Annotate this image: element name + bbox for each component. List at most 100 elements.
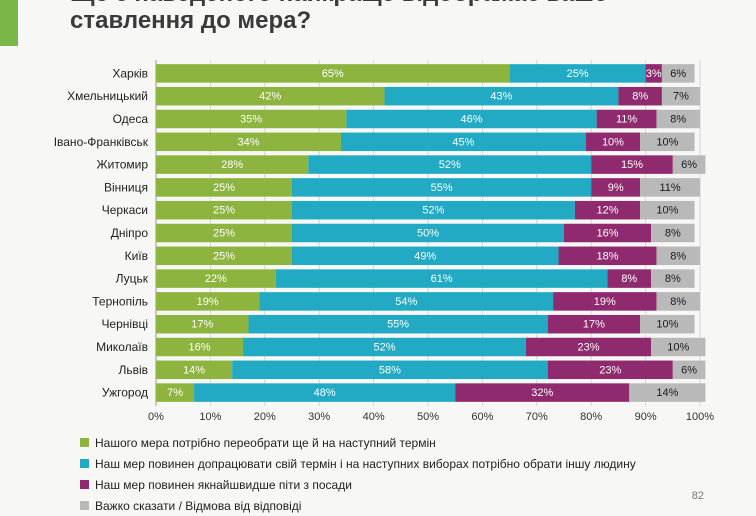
bar-segment <box>232 360 548 380</box>
legend-label: Наш мер повинен якнайшвидше піти з посад… <box>95 477 352 492</box>
data-label: 54% <box>395 296 417 308</box>
bar-segment <box>156 200 292 220</box>
category-label: Івано-Франківськ <box>54 135 149 149</box>
bar-segment <box>384 86 619 106</box>
x-tick-label: 80% <box>580 411 602 423</box>
data-label: 7% <box>167 387 183 399</box>
category-label: Львів <box>118 363 148 377</box>
bar-segment <box>607 269 652 288</box>
bar-segment <box>156 383 195 402</box>
category-label: Ужгород <box>102 386 148 400</box>
data-label: 10% <box>656 205 678 217</box>
bar-segment <box>645 64 662 83</box>
data-label: 52% <box>439 159 461 171</box>
bar-segment <box>558 246 657 266</box>
data-label: 10% <box>656 136 678 148</box>
bar-segment <box>629 383 706 402</box>
data-label: 10% <box>602 136 624 148</box>
data-label: 7% <box>673 91 689 103</box>
legend-swatch <box>80 438 89 447</box>
data-label: 6% <box>681 364 697 376</box>
data-label: 8% <box>621 273 637 285</box>
data-label: 25% <box>213 205 235 217</box>
bar-segment <box>591 155 673 174</box>
bar-segment <box>618 86 662 106</box>
data-label: 17% <box>191 319 213 331</box>
legend-swatch <box>80 459 89 468</box>
data-label: 8% <box>665 273 681 285</box>
chart-category-labels: Харків Хмельницький Одеса Івано-Франківськ Ж… <box>54 66 149 399</box>
data-label: 61% <box>431 273 453 285</box>
bar-segment <box>156 132 341 152</box>
x-tick-label: 100% <box>686 411 714 423</box>
data-label: 42% <box>259 91 281 103</box>
bar-segment <box>585 132 641 152</box>
data-label: 6% <box>681 159 697 171</box>
bar-segment <box>156 223 292 243</box>
data-label: 3% <box>646 68 662 80</box>
data-label: 8% <box>670 296 686 308</box>
data-label: 8% <box>670 114 686 126</box>
legend-item: Наш мер повинен допрацювати свій термін … <box>80 453 740 474</box>
chart-legend: Нашого мера потрібно переобрати ще й на … <box>80 432 740 516</box>
data-label: 8% <box>670 250 686 262</box>
category-label: Харків <box>112 66 148 80</box>
category-label: Чернівці <box>101 317 148 331</box>
bar-segment <box>340 132 586 152</box>
data-label: 65% <box>322 68 344 80</box>
x-tick-label: 50% <box>417 411 439 423</box>
data-label: 17% <box>583 319 605 331</box>
legend-swatch <box>80 480 89 489</box>
data-label: 22% <box>205 273 227 285</box>
bar-segment <box>596 109 657 129</box>
bar-segment <box>275 269 608 288</box>
chart-bars: 65% 25% 3% 6% 42% 43% 8% 7% 35% 46% 11% 8% 34% 45% 10%… <box>156 64 706 402</box>
data-label: 8% <box>665 228 681 240</box>
x-tick-label: 30% <box>308 411 330 423</box>
data-label: 48% <box>314 387 336 399</box>
category-label: Хмельницький <box>67 89 148 103</box>
data-label: 34% <box>237 136 259 148</box>
x-tick-label: 70% <box>526 411 548 423</box>
category-label: Дніпро <box>111 226 149 240</box>
legend-label: Важко сказати / Відмова від відповіді <box>95 498 302 513</box>
category-label: Вінниця <box>104 180 148 194</box>
legend-label: Наш мер повинен допрацювати свій термін … <box>95 456 636 471</box>
data-label: 49% <box>414 250 436 262</box>
data-label: 14% <box>183 364 205 376</box>
bar-segment <box>156 337 244 357</box>
data-label: 12% <box>597 205 619 217</box>
data-label: 46% <box>461 114 483 126</box>
data-label: 50% <box>417 228 439 240</box>
data-label: 55% <box>387 319 409 331</box>
stacked-bar-chart: 65% 25% 3% 6% 42% 43% 8% 7% 35% 46% 11% 8% 34% 45% 10%… <box>54 60 714 423</box>
data-label: 25% <box>213 250 235 262</box>
data-label: 9% <box>608 182 624 194</box>
category-label: Миколаїв <box>96 340 148 354</box>
x-tick-label: 60% <box>471 411 493 423</box>
bar-segment <box>156 109 347 129</box>
bar-segment <box>547 360 673 380</box>
data-label: 10% <box>656 319 678 331</box>
data-label: 14% <box>656 387 678 399</box>
bar-segment <box>640 200 695 220</box>
data-label: 6% <box>670 68 686 80</box>
bar-segment <box>574 200 641 220</box>
data-label: 19% <box>594 296 616 308</box>
data-label: 28% <box>221 159 243 171</box>
x-tick-label: 40% <box>363 411 385 423</box>
bar-segment <box>547 314 641 334</box>
bar-segment <box>525 337 652 357</box>
bar-segment <box>564 223 652 243</box>
category-label: Житомир <box>97 158 149 172</box>
bar-segment <box>651 269 695 288</box>
data-label: 19% <box>197 296 219 308</box>
bar-segment <box>248 314 548 334</box>
page-number: 82 <box>691 490 704 502</box>
bar-segment <box>156 86 385 106</box>
legend-item: Нашого мера потрібно переобрати ще й на … <box>80 432 740 453</box>
data-label: 16% <box>189 342 211 354</box>
bar-segment <box>640 178 700 197</box>
bar-segment <box>194 383 456 402</box>
data-label: 25% <box>213 182 235 194</box>
